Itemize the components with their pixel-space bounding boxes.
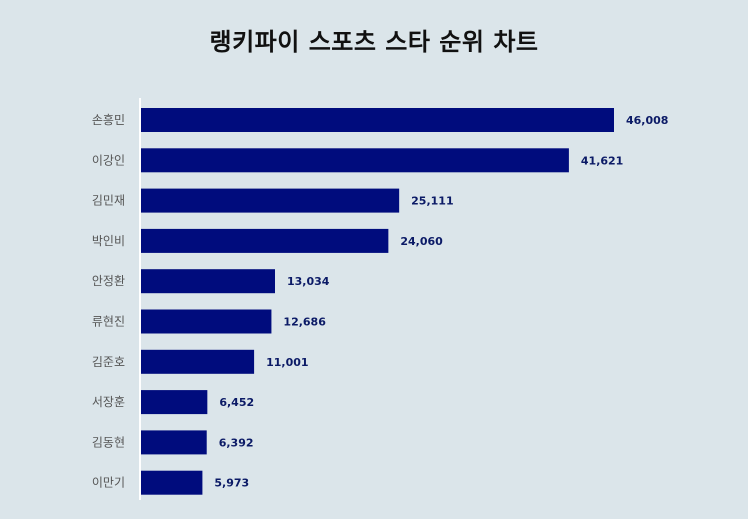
category-label: 이강인: [92, 153, 125, 167]
value-label: 6,452: [219, 396, 254, 409]
category-label: 이만기: [92, 476, 125, 490]
category-label: 안정환: [92, 274, 125, 288]
value-label: 41,621: [581, 154, 623, 167]
value-label: 25,111: [411, 195, 453, 208]
category-label: 손흥민: [92, 113, 125, 127]
value-label: 46,008: [626, 114, 668, 127]
bar: [141, 148, 569, 173]
bar: [141, 390, 208, 415]
category-label: 김준호: [92, 355, 125, 369]
category-label: 서장훈: [92, 395, 125, 409]
value-label: 11,001: [266, 356, 308, 369]
value-label: 6,392: [219, 436, 254, 449]
value-label: 5,973: [214, 477, 249, 490]
value-label: 13,034: [287, 275, 330, 288]
bar: [141, 108, 614, 132]
value-label: 12,686: [283, 316, 326, 329]
category-label: 류현진: [92, 315, 125, 329]
bar: [141, 188, 400, 213]
bars-group: 손흥민 46,008 이강인 41,621 김민재 25,111 박인비 24,060 안정환 1…: [92, 108, 668, 495]
bar: [141, 309, 272, 334]
category-label: 김동현: [92, 435, 125, 449]
value-label: 24,060: [400, 235, 443, 248]
bar: [141, 228, 389, 253]
bar: [141, 430, 207, 455]
category-label: 김민재: [92, 194, 125, 208]
bar: [141, 470, 203, 495]
category-label: 박인비: [92, 234, 125, 248]
chart-title: 랭키파이 스포츠 스타 순위 차트: [209, 28, 539, 56]
bar: [141, 349, 255, 374]
bar: [141, 269, 276, 294]
